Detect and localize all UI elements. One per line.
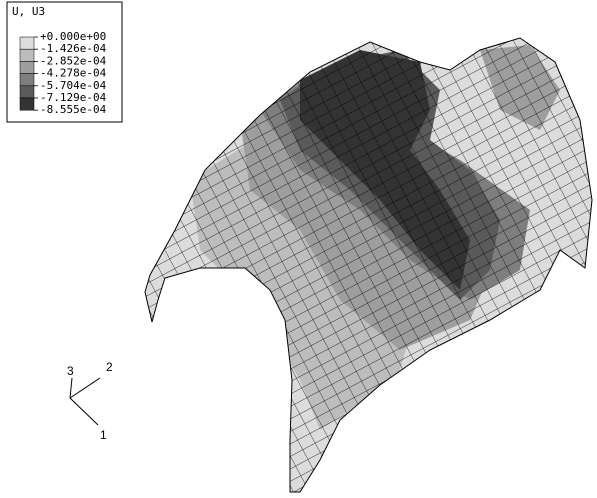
triad-axis — [70, 378, 100, 398]
legend-swatch — [20, 86, 34, 98]
triad-label: 2 — [106, 360, 113, 374]
viewport: U, U3 +0.000e+00-1.426e-04-2.852e-04-4.2… — [0, 0, 597, 498]
model — [130, 30, 597, 498]
triad-axis — [70, 378, 72, 398]
triad-label: 3 — [67, 364, 74, 378]
legend-label: -2.852e-04 — [40, 54, 107, 67]
legend-label: -4.278e-04 — [40, 67, 107, 80]
legend: U, U3 +0.000e+00-1.426e-04-2.852e-04-4.2… — [7, 2, 122, 122]
triad-label: 1 — [100, 428, 107, 442]
legend-swatch — [20, 98, 34, 110]
triad-axis — [70, 398, 98, 425]
legend-label: +0.000e+00 — [40, 30, 106, 43]
triad: 2 3 1 — [67, 360, 113, 442]
legend-label: -7.129e-04 — [40, 91, 107, 104]
legend-swatch — [20, 74, 34, 86]
legend-label: -8.555e-04 — [40, 103, 107, 116]
legend-swatch — [20, 61, 34, 73]
legend-title: U, U3 — [12, 5, 45, 18]
legend-swatch — [20, 37, 34, 49]
legend-label: -5.704e-04 — [40, 79, 107, 92]
legend-swatch — [20, 49, 34, 61]
legend-label: -1.426e-04 — [40, 42, 107, 55]
